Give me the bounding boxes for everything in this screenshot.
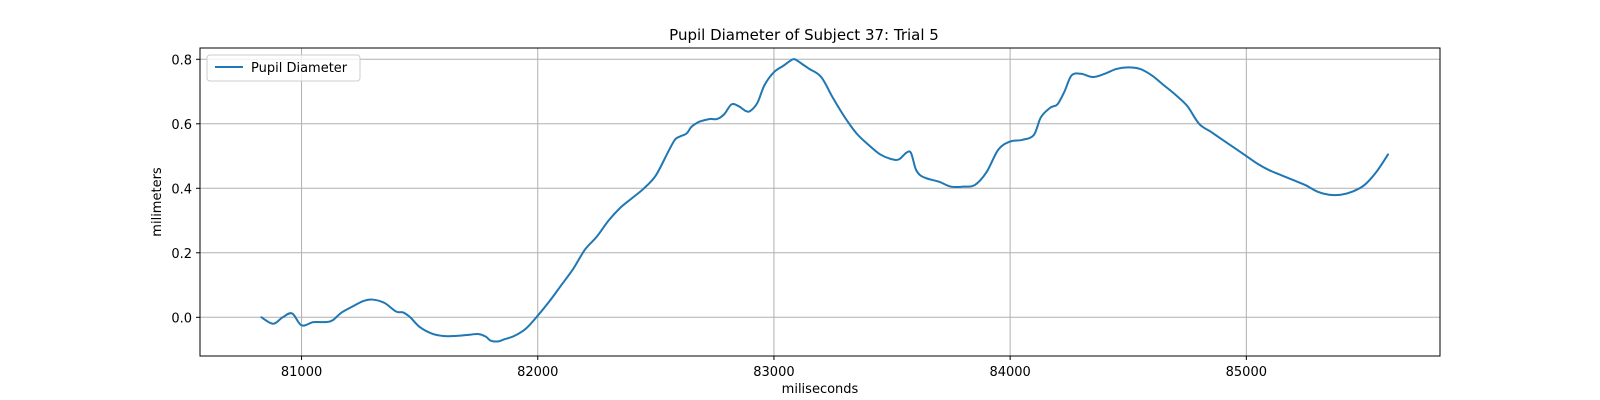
chart-title: Pupil Diameter of Subject 37: Trial 5	[669, 26, 939, 44]
y-axis-label: milimeters	[150, 167, 165, 237]
plot-frame	[199, 47, 1441, 357]
series-line-pupil-diameter	[260, 58, 1390, 343]
grid	[200, 48, 1440, 356]
x-tick-label: 83000	[753, 365, 794, 380]
x-tick-label: 81000	[281, 365, 322, 380]
axis-ticks: 81000 82000 83000 84000 85000 0.0 0.2 0.4 0.6 0.8	[171, 53, 1267, 380]
legend-box	[206, 54, 361, 82]
y-tick-label: 0.0	[171, 311, 192, 326]
legend: Pupil Diameter	[206, 54, 361, 82]
x-axis-label: miliseconds	[782, 382, 859, 397]
y-tick-label: 0.8	[171, 53, 192, 68]
y-tick-label: 0.2	[171, 247, 192, 262]
y-tick-label: 0.4	[171, 182, 192, 197]
y-tick-label: 0.6	[171, 118, 192, 133]
series-layer	[260, 58, 1390, 343]
x-tick-label: 85000	[1226, 365, 1267, 380]
x-tick-label: 84000	[989, 365, 1030, 380]
x-tick-label: 82000	[517, 365, 558, 380]
legend-label-pupil-diameter: Pupil Diameter	[251, 61, 348, 76]
